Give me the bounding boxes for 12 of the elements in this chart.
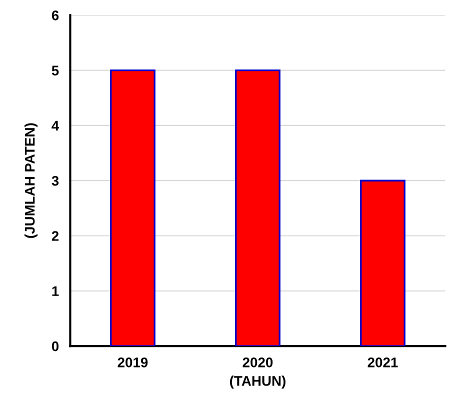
y-tick-label: 0 <box>52 341 59 352</box>
y-tick-label: 2 <box>52 231 59 241</box>
y-tick-label: 5 <box>52 66 59 76</box>
x-tick-label: 2020 <box>242 358 273 368</box>
y-tick-label: 4 <box>52 120 60 130</box>
y-tick-label: 1 <box>52 286 59 296</box>
x-tick-label: 2021 <box>368 358 398 368</box>
x-axis-title: (TAHUN) <box>230 376 286 389</box>
x-tick-label: 2019 <box>118 358 148 368</box>
y-tick-label: 6 <box>52 10 59 20</box>
y-tick-label: 3 <box>52 176 59 186</box>
y-axis-title: (JUMLAH PATEN) <box>24 123 38 238</box>
